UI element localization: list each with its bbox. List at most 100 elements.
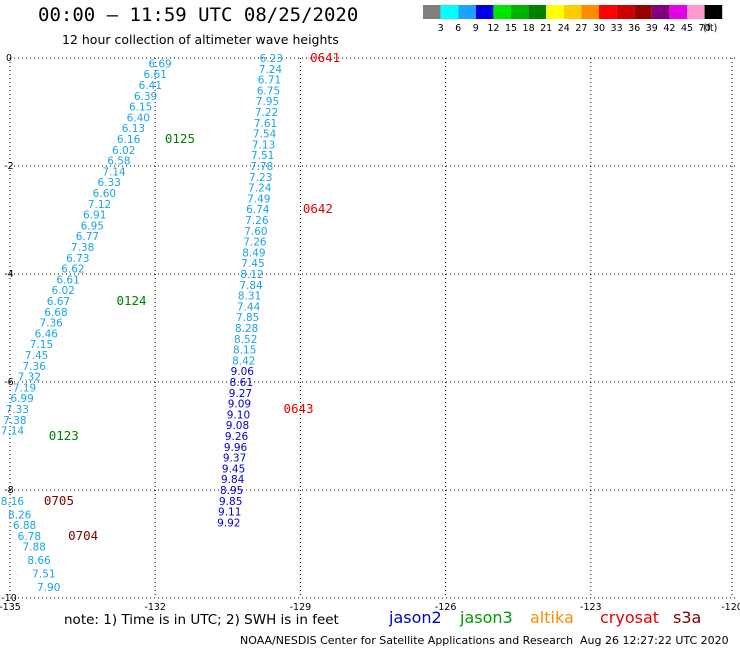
pass-number-label: 0642 — [303, 201, 333, 216]
pass-number-label: 0641 — [310, 50, 340, 65]
legend-swatch — [634, 5, 652, 19]
legend-label: 70 — [699, 23, 711, 34]
satellite-label-s3a: s3a — [673, 608, 702, 627]
legend-swatch — [528, 5, 547, 19]
legend-swatch — [440, 5, 459, 19]
chart-subtitle: 12 hour collection of altimeter wave hei… — [62, 32, 339, 47]
color-legend-bar: 3 6 9 12 15 18 21 24 27 30 33 36 39 42 45 70(ft) — [423, 5, 723, 34]
wave-height-value: 7.12 — [88, 199, 111, 211]
wave-height-value: 9.96 — [224, 442, 248, 454]
satellite-label-jason2: jason2 — [389, 608, 442, 627]
pass-number-label: 0124 — [116, 293, 146, 308]
wave-height-value: 6.91 — [83, 210, 106, 222]
wave-height-value: 7.44 — [237, 301, 261, 313]
wave-height-value: 8.95 — [220, 485, 243, 497]
wave-height-value: 6.75 — [257, 85, 280, 97]
wave-height-value: 6.99 — [10, 393, 33, 405]
wave-height-value: 7.54 — [253, 129, 277, 141]
wave-height-value: 7.45 — [241, 258, 264, 270]
y-tick-label: -8 — [4, 485, 13, 496]
wave-height-value: 8.26 — [8, 509, 32, 521]
x-tick-label: -132 — [144, 602, 166, 612]
wave-height-value: 7.26 — [245, 215, 269, 227]
wave-height-value: 7.51 — [251, 150, 274, 162]
footer-note: note: 1) Time is in UTC; 2) SWH is in fe… — [64, 612, 339, 628]
legend-swatch — [493, 5, 511, 19]
legend-swatch — [546, 5, 564, 19]
wave-height-value: 7.85 — [236, 312, 259, 324]
pass-number-label: 0643 — [283, 401, 313, 416]
legend-label: 39 — [646, 23, 658, 34]
wave-height-value: 8.12 — [240, 269, 263, 281]
wave-height-value: 8.16 — [1, 496, 25, 508]
wave-height-value: 8.42 — [232, 355, 255, 367]
legend-swatch — [581, 5, 599, 19]
wave-height-value: 7.95 — [256, 96, 279, 108]
wave-height-value: 7.33 — [6, 404, 29, 416]
chart-title: 00:00 – 11:59 UTC 08/25/2020 — [38, 4, 359, 26]
x-tick-label: -129 — [290, 602, 312, 612]
x-tick-label: -120 — [721, 602, 740, 612]
wave-height-value: 7.36 — [23, 361, 47, 373]
wave-height-value: 7.15 — [30, 339, 53, 351]
wave-height-value: 6.02 — [52, 285, 75, 297]
pass-number-label: 0704 — [68, 528, 98, 543]
legend-swatch — [669, 5, 687, 19]
wave-height-value: 8.15 — [233, 345, 256, 357]
legend-label: 12 — [487, 23, 499, 34]
wave-height-value: 7.22 — [255, 107, 278, 119]
wave-height-value: 6.73 — [66, 253, 89, 265]
wave-height-value: 7.36 — [39, 318, 63, 330]
y-tick-label: -10 — [1, 593, 17, 604]
wave-height-value: 6.61 — [56, 274, 79, 286]
wave-height-value: 7.45 — [25, 350, 48, 362]
wave-height-value: 7.13 — [252, 139, 275, 151]
wave-height-value: 9.08 — [226, 420, 249, 432]
pass-number-label: 0125 — [165, 131, 195, 146]
wave-height-value: 7.26 — [243, 237, 267, 249]
wave-height-value: 7.24 — [248, 183, 272, 195]
legend-label: 42 — [663, 23, 675, 34]
legend-swatch — [458, 5, 476, 19]
wave-height-value: 7.14 — [1, 426, 25, 438]
wave-height-value: 6.40 — [127, 112, 150, 124]
x-tick-label: -135 — [0, 602, 21, 612]
wave-height-value: 7.32 — [18, 372, 41, 384]
legend-label: 9 — [473, 23, 479, 34]
wave-height-value: 9.10 — [227, 409, 250, 421]
wave-height-value: 7.51 — [32, 569, 55, 581]
wave-height-value: 7.78 — [250, 161, 273, 173]
legend-label: 33 — [611, 23, 623, 34]
wave-height-value: 7.61 — [254, 118, 277, 130]
wave-height-value: 6.67 — [47, 296, 70, 308]
pass-number-label: 0123 — [49, 428, 79, 443]
legend-label: 18 — [523, 23, 535, 34]
y-tick-label: 0 — [6, 53, 12, 64]
legend-label: 6 — [455, 23, 461, 34]
wave-height-value: 6.39 — [134, 91, 157, 103]
wave-height-value: 8.61 — [230, 377, 253, 389]
wave-height-value: 6.46 — [35, 328, 59, 340]
wave-height-value: 6.23 — [260, 53, 283, 65]
y-tick-label: -6 — [4, 377, 13, 388]
y-tick-label: -4 — [4, 269, 13, 280]
legend-swatch — [616, 5, 635, 19]
x-tick-label: -126 — [435, 602, 457, 612]
wave-height-value: 9.06 — [231, 366, 255, 378]
pass-number-label: 0705 — [44, 493, 74, 508]
wave-height-value: 9.84 — [221, 474, 245, 486]
legend-label: 15 — [505, 23, 517, 34]
wave-height-value: 6.62 — [61, 264, 84, 276]
wave-height-value: 6.74 — [246, 204, 270, 216]
wave-height-value: 8.49 — [242, 247, 265, 259]
wave-height-plot: -135 -132 -129 -126 -123 -120 0 -2 -4 -6 -8 -10 6.69… — [0, 50, 740, 612]
wave-height-value: 6.95 — [81, 220, 104, 232]
wave-height-value: 6.15 — [129, 102, 152, 114]
legend-label: (ft) — [703, 23, 717, 34]
wave-height-value: 9.92 — [217, 517, 240, 529]
wave-height-value: 6.77 — [76, 231, 99, 243]
wave-height-value: 6.13 — [122, 123, 145, 135]
legend-label: 24 — [558, 23, 570, 34]
wave-height-value: 6.02 — [112, 145, 135, 157]
wave-height-value: 6.61 — [144, 69, 167, 81]
